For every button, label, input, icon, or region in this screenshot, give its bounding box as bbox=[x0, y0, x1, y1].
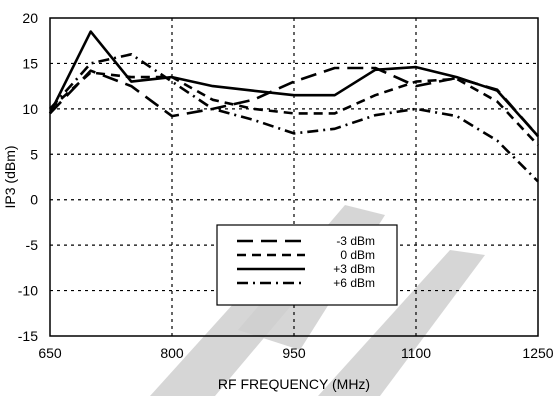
plot-frame bbox=[49, 17, 539, 337]
x-tick-label: 950 bbox=[282, 345, 306, 361]
y-tick-label: 5 bbox=[30, 146, 38, 162]
y-tick-label: -10 bbox=[18, 283, 38, 299]
x-tick-label: 800 bbox=[160, 345, 184, 361]
series-layer bbox=[48, 30, 539, 183]
x-tick-label: 1250 bbox=[522, 345, 553, 361]
y-tick-label: 20 bbox=[22, 10, 38, 26]
legend-label: +6 dBm bbox=[333, 276, 375, 290]
legend-label: 0 dBm bbox=[340, 248, 375, 262]
y-tick-label: 10 bbox=[22, 101, 38, 117]
x-axis-label: RF FREQUENCY (MHz) bbox=[218, 376, 370, 392]
series-line-2 bbox=[48, 30, 539, 137]
series-line-0 bbox=[49, 66, 539, 137]
y-tick-label: -15 bbox=[18, 328, 38, 344]
y-tick-label: 15 bbox=[22, 55, 38, 71]
series-line-1 bbox=[49, 71, 539, 147]
legend-label: +3 dBm bbox=[333, 262, 375, 276]
x-tick-label: 650 bbox=[38, 345, 62, 361]
x-tick-label: 1100 bbox=[401, 345, 431, 361]
y-tick-label: 0 bbox=[30, 192, 38, 208]
grid-lines bbox=[50, 18, 538, 336]
legend-label: -3 dBm bbox=[336, 234, 375, 248]
legend-box bbox=[216, 224, 398, 306]
series-line-3 bbox=[49, 52, 539, 183]
tick-labels: 650 800 950 1100 1250 20 15 10 5 0 -5 -10 -15 bbox=[18, 10, 554, 361]
y-axis-label: IP3 (dBm) bbox=[2, 145, 18, 208]
watermark-bar-3 bbox=[318, 250, 485, 396]
y-tick-label: -5 bbox=[26, 237, 39, 253]
